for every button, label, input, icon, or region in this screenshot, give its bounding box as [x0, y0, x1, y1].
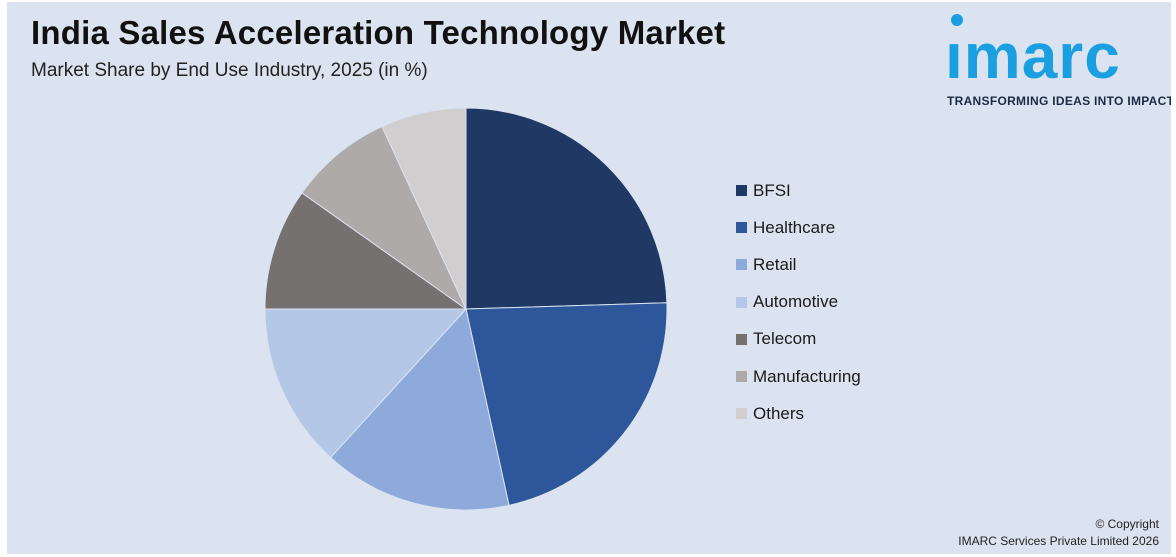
legend-label: Others — [753, 403, 805, 423]
legend-label: Telecom — [753, 329, 817, 349]
legend-swatch — [736, 333, 747, 345]
pie-chart — [264, 107, 668, 511]
logo-tagline: TRANSFORMING IDEAS INTO IMPACT — [947, 94, 1171, 108]
pie-slice-automotive — [264, 308, 468, 459]
legend-swatch — [736, 408, 747, 420]
legend-label: BFSI — [753, 180, 791, 200]
legend-item-bfsi: BFSI — [736, 172, 861, 209]
chart-subtitle: Market Share by End Use Industry, 2025 (… — [31, 60, 428, 81]
legend-item-retail: Retail — [736, 246, 861, 283]
chart-legend: BFSI Healthcare Retail Automotive Telecom Man… — [736, 172, 861, 432]
pie-slice-bfsi — [465, 107, 668, 310]
legend-label: Automotive — [753, 292, 839, 312]
pie-slice-retail — [329, 307, 510, 511]
legend-item-automotive: Automotive — [736, 284, 861, 321]
legend-item-telecom: Telecom — [736, 321, 861, 358]
legend-label: Manufacturing — [753, 366, 861, 386]
chart-title: India Sales Acceleration Technology Mark… — [31, 14, 726, 51]
legend-label: Retail — [753, 254, 797, 274]
logo-wordmark: ımarc — [945, 20, 1121, 92]
pie-slice-healthcare — [465, 302, 668, 506]
copyright-line-1: © Copyright — [1095, 517, 1159, 531]
pie-slice-others — [381, 107, 467, 310]
copyright-notice: © Copyright IMARC Services Private Limit… — [958, 516, 1159, 550]
copyright-line-2: IMARC Services Private Limited 2026 — [958, 534, 1159, 548]
legend-swatch — [736, 296, 747, 308]
imarc-logo: ımarc TRANSFORMING IDEAS INTO IMPACT — [945, 12, 1171, 112]
legend-swatch — [736, 222, 747, 234]
legend-item-others: Others — [736, 395, 861, 432]
pie-slice-telecom — [264, 192, 468, 310]
legend-swatch — [736, 371, 747, 383]
legend-item-manufacturing: Manufacturing — [736, 358, 861, 395]
legend-swatch — [736, 259, 747, 271]
pie-slice-manufacturing — [301, 125, 468, 311]
legend-label: Healthcare — [753, 217, 836, 237]
chart-panel: India Sales Acceleration Technology Mark… — [7, 2, 1171, 554]
logo-dot-icon — [951, 14, 963, 26]
legend-item-healthcare: Healthcare — [736, 209, 861, 246]
legend-swatch — [736, 185, 747, 197]
